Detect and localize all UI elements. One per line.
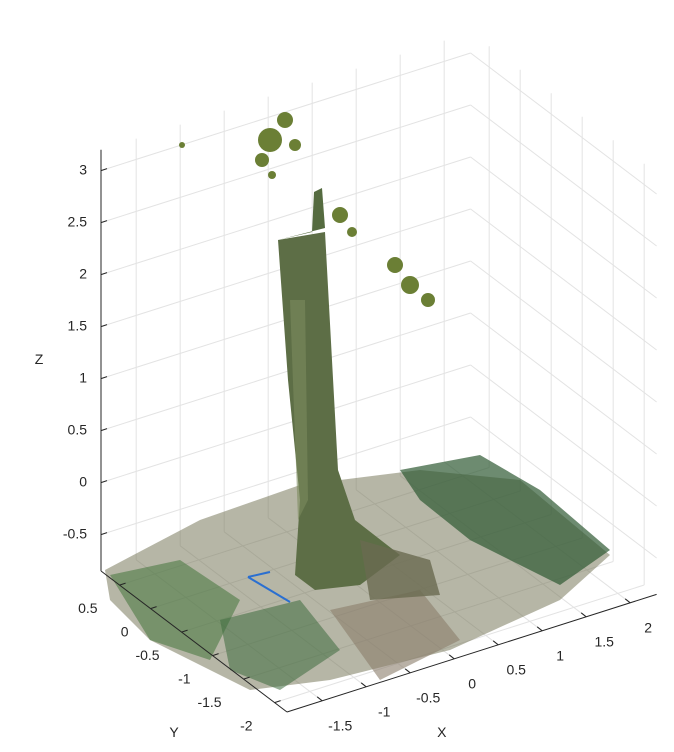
y-tick-label: -1 [178,670,191,686]
x-tick-label: 1 [556,648,564,664]
y-tick-label: -2 [240,717,253,733]
y-tick-label: -1.5 [197,694,221,710]
z-tick-label: 0.5 [68,421,88,437]
x-tick [361,683,366,687]
z-tick-label: 1.5 [68,317,88,333]
y-tick-label: 0.5 [78,600,98,616]
grid-line [471,157,657,298]
z-tick-label: 2 [79,265,87,281]
x-tick [581,613,586,617]
z-tick [101,429,107,431]
x-tick [317,697,322,701]
grid-line [471,313,657,454]
x-tick [493,641,498,645]
x-tick-label: -1.5 [328,718,352,734]
chart: -0.5 0 0.5 1 1.5 2 2.5 3 -2 -1.5 -1 -0.5 0 0.5 -1.5 -1 -… [0,0,674,752]
z-tick-label: 3 [79,161,87,177]
z-tick [101,221,107,223]
z-tick [101,533,107,535]
x-tick-label: 0 [468,676,476,692]
grid-line [101,365,471,483]
x-tick-label: -1 [378,704,391,720]
x-tick-label: 0.5 [506,662,526,678]
grid-line [471,105,657,246]
x-tick [625,599,630,603]
y-tick-label: 0 [121,623,129,639]
x-tick [405,669,410,673]
z-axis-label: Z [35,351,44,367]
z-tick-label: 0 [79,473,87,489]
x-tick-label: -0.5 [416,690,440,706]
x-axis-label: X [437,724,447,740]
grid-line [101,53,471,171]
y-axis-label: Y [169,724,179,740]
y-tick [275,701,281,703]
z-tick-label: -0.5 [63,525,87,541]
z-tick [101,377,107,379]
x-tick-label: 1.5 [594,634,614,650]
x-tick [537,627,542,631]
z-tick-label: 2.5 [68,213,88,229]
x-tick [449,655,454,659]
z-tick [101,481,107,483]
grid-line [471,53,657,194]
x-tick-label: 2 [644,620,652,636]
grid-line [471,209,657,350]
z-tick [101,169,107,171]
z-tick-label: 1 [79,369,87,385]
z-tick [101,325,107,327]
y-tick-label: -0.5 [135,647,159,663]
grid-line [471,261,657,402]
z-tick [101,273,107,275]
